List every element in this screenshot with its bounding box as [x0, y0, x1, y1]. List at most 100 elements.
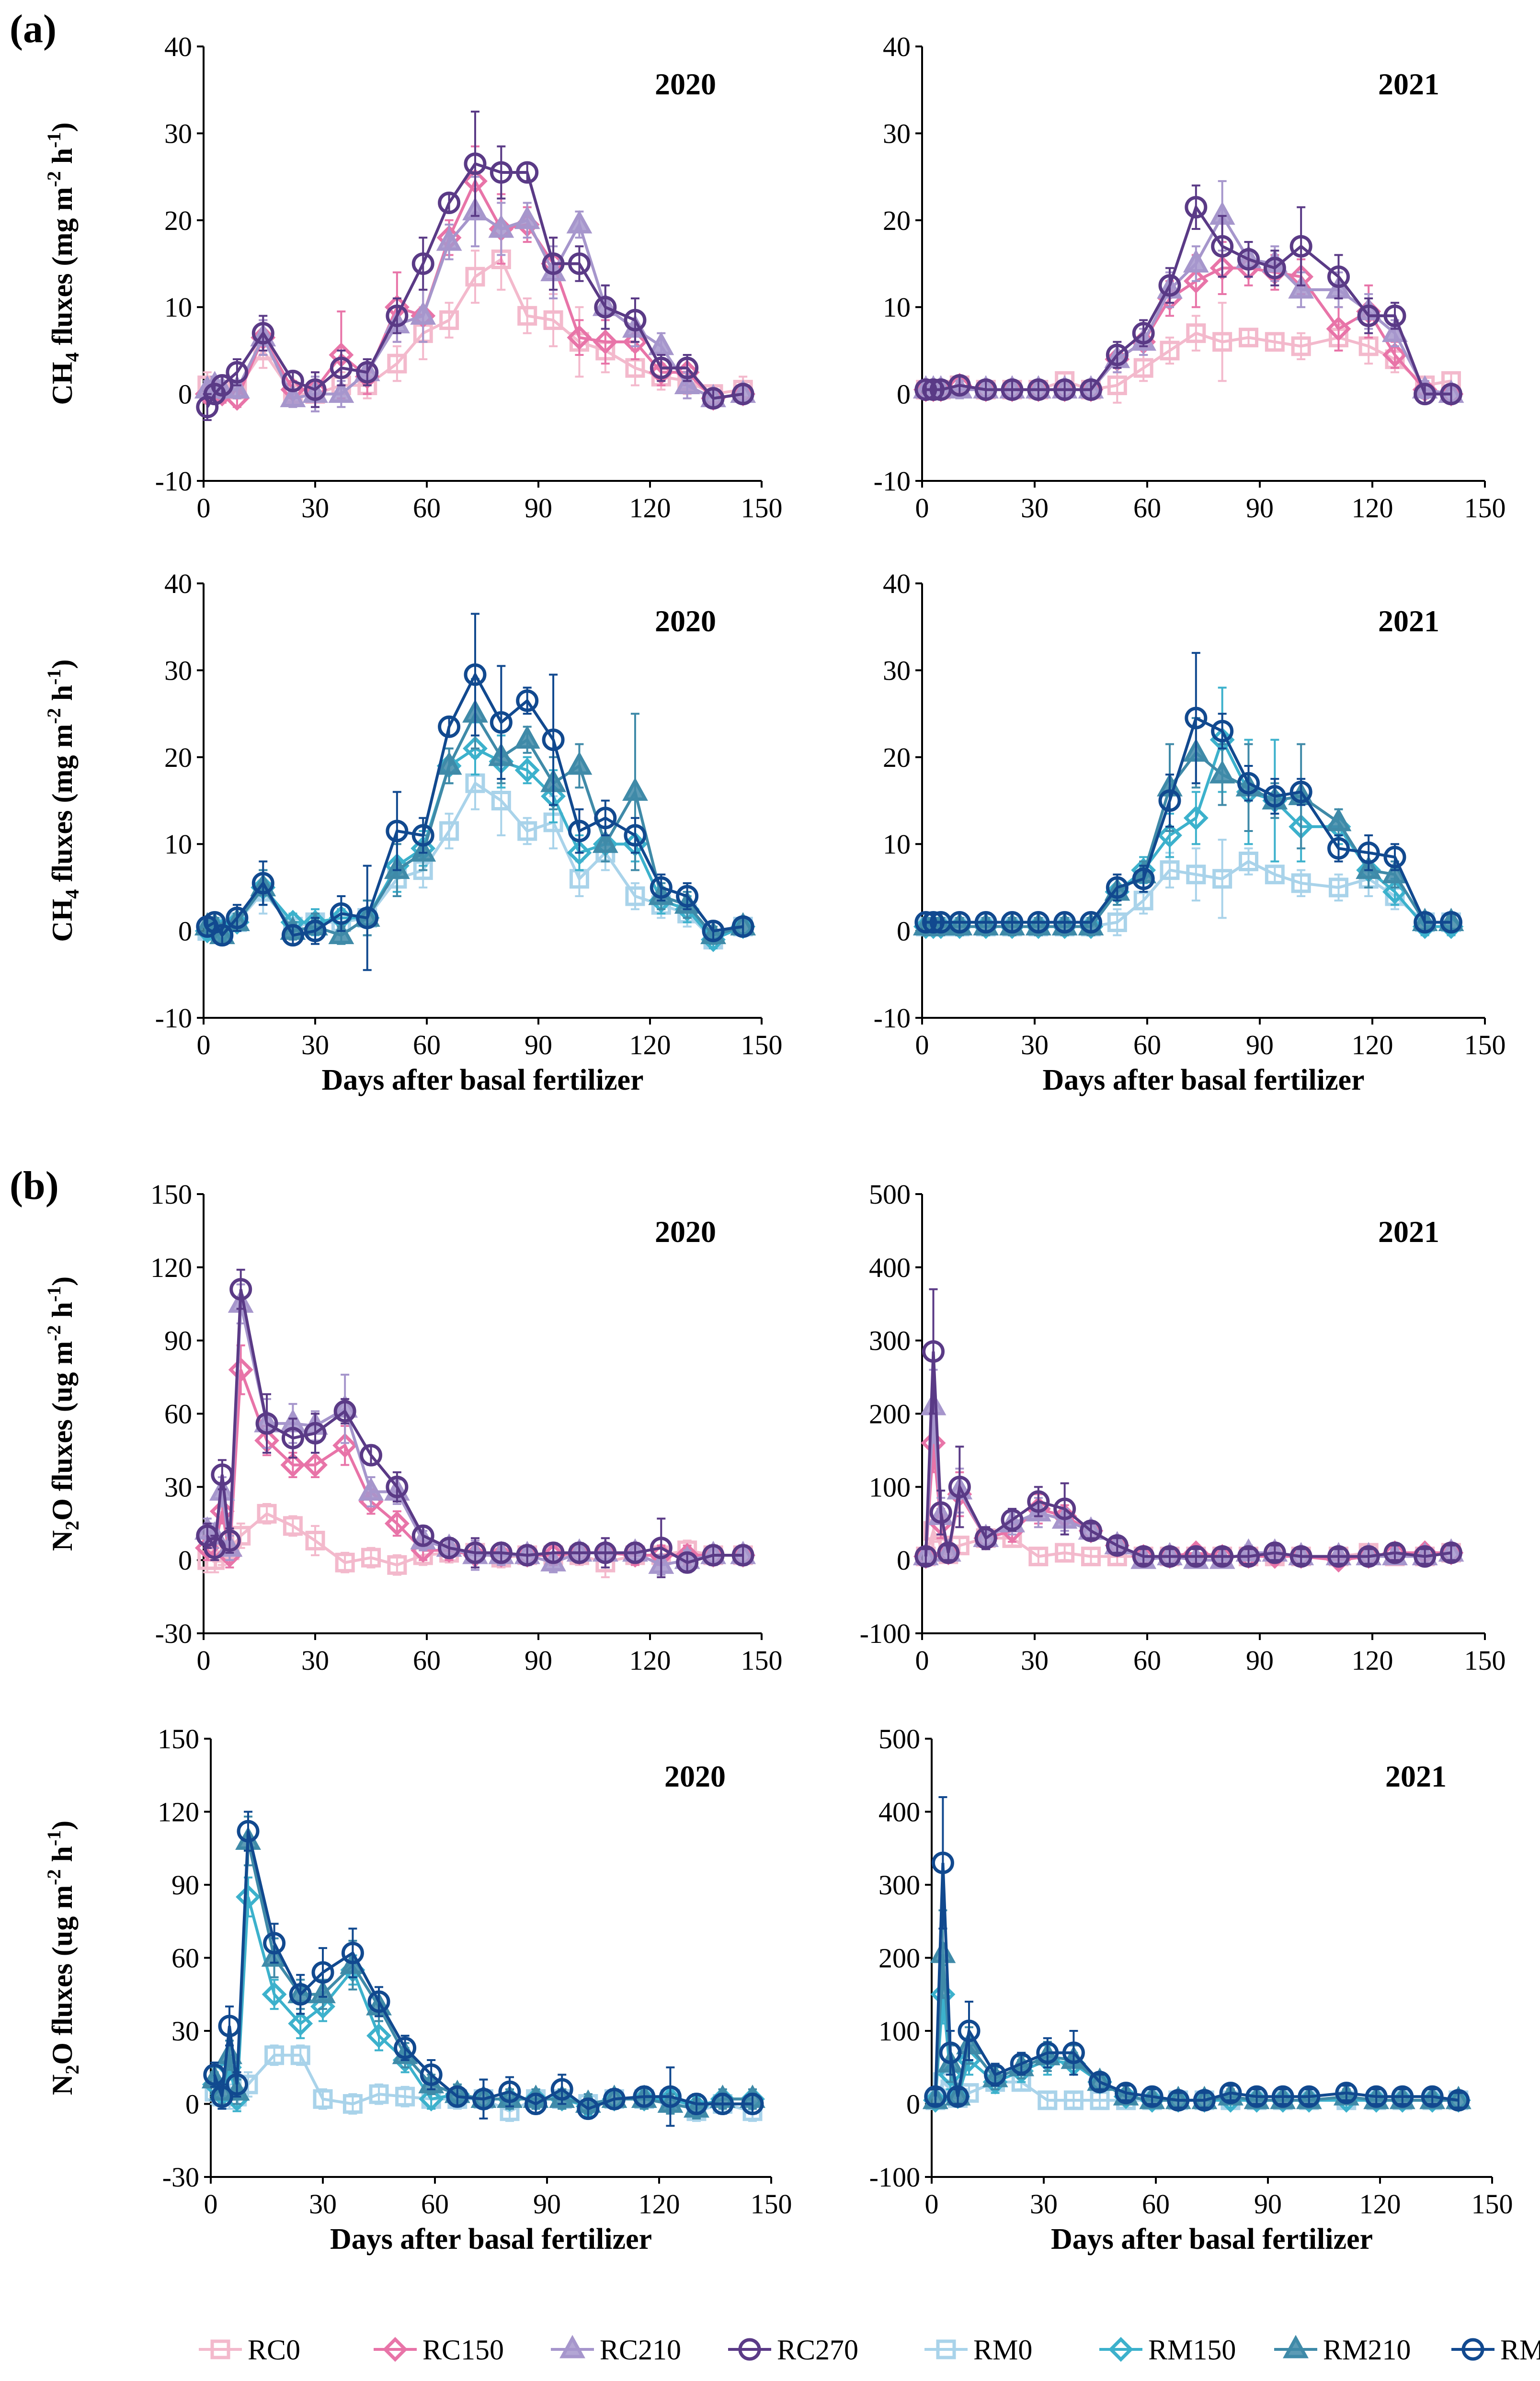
data-point: [1185, 196, 1208, 219]
data-point: [1001, 378, 1024, 401]
series-RM270: [203, 1811, 764, 2127]
data-point: [731, 383, 754, 406]
data-point: [1327, 1545, 1350, 1568]
x-tick-label: 150: [741, 1029, 783, 1060]
data-point: [948, 911, 971, 934]
x-tick-label: 0: [197, 1645, 211, 1676]
data-point: [974, 1527, 997, 1549]
y-tick-label: 400: [869, 1252, 911, 1283]
data-point: [1245, 2085, 1268, 2108]
y-axis-title-part: 4: [61, 889, 83, 899]
data-point: [1001, 911, 1024, 934]
data-point: [1325, 808, 1352, 832]
data-point: [1183, 268, 1209, 294]
data-point: [625, 886, 645, 906]
data-point: [1440, 1541, 1462, 1564]
y-tick-label: -10: [874, 466, 911, 497]
data-point: [1141, 2085, 1164, 2108]
data-point: [1027, 1490, 1050, 1513]
data-point: [218, 1529, 241, 1552]
data-point: [1158, 789, 1181, 812]
series-RC270: [196, 1268, 754, 1578]
data-point: [1053, 378, 1076, 401]
legend-item-RM210: RM210: [1274, 2334, 1411, 2366]
data-point: [464, 152, 487, 175]
data-point: [648, 331, 674, 355]
data-point: [568, 820, 591, 843]
y-tick-label: -10: [874, 1003, 911, 1034]
legend-label: RC0: [248, 2334, 300, 2366]
x-tick-label: 60: [1142, 2188, 1170, 2220]
data-point: [1027, 911, 1050, 934]
data-point: [1383, 1541, 1406, 1564]
y-axis-title-part: -1: [43, 1286, 65, 1302]
data-point: [1167, 2089, 1190, 2112]
data-point: [685, 2093, 708, 2115]
y-tick-label: 500: [878, 1723, 920, 1754]
data-point: [1186, 865, 1206, 885]
data-point: [514, 758, 540, 783]
data-point: [464, 1541, 487, 1564]
data-point: [226, 906, 249, 929]
data-point: [1157, 823, 1182, 848]
x-tick-label: 120: [1359, 2188, 1401, 2220]
y-axis-title-part: -2: [43, 1325, 65, 1341]
data-point: [676, 356, 699, 379]
data-point: [387, 1555, 407, 1575]
data-point: [1132, 1545, 1155, 1568]
legend-item-RC210: RC210: [551, 2334, 681, 2366]
y-tick-label: 100: [878, 2016, 920, 2047]
y-tick-label: 500: [869, 1179, 911, 1210]
legend-marker: [738, 2338, 761, 2361]
x-tick-label: 90: [525, 1645, 552, 1676]
data-point: [594, 296, 617, 319]
y-tick-label: 90: [164, 1325, 192, 1356]
data-point: [394, 2037, 417, 2060]
data-point: [514, 725, 540, 749]
data-point: [939, 2041, 962, 2064]
legend-label: RM150: [1148, 2334, 1236, 2366]
data-point: [210, 2085, 233, 2108]
y-axis-title: CH4 fluxes (mg m-2 h-1): [43, 660, 83, 942]
y-axis-title-part: O fluxes (ug m: [46, 1341, 78, 1521]
chart-year-label: 2021: [1378, 67, 1439, 101]
data-point: [304, 1422, 327, 1445]
data-point: [491, 791, 511, 810]
data-point: [369, 2084, 389, 2104]
x-tick-label: 0: [915, 492, 929, 524]
y-axis-title-part: 2: [61, 2065, 83, 2074]
x-tick-label: 150: [1464, 1645, 1506, 1676]
data-point: [1053, 1497, 1076, 1520]
x-tick-label: 0: [925, 2188, 939, 2220]
y-tick-label: 30: [883, 655, 911, 686]
data-point: [1265, 332, 1285, 352]
x-tick-label: 60: [1133, 492, 1161, 524]
legend-marker: [383, 2337, 408, 2362]
y-axis-title-part: ): [46, 1821, 78, 1830]
y-tick-label: 0: [178, 379, 192, 410]
x-tick-label: 30: [301, 492, 329, 524]
x-tick-label: 60: [413, 1645, 441, 1676]
data-point: [702, 387, 725, 410]
data-point: [1263, 257, 1286, 280]
data-point: [1088, 2071, 1111, 2094]
y-tick-label: 10: [164, 292, 192, 323]
data-point: [226, 361, 249, 384]
chart-year-label: 2020: [655, 604, 716, 638]
data-point: [914, 378, 937, 401]
data-point: [711, 2093, 734, 2115]
data-point: [1263, 1541, 1286, 1564]
series-line: [213, 1831, 753, 2111]
data-point: [1080, 378, 1102, 401]
data-point: [930, 1982, 956, 2007]
data-point: [1185, 706, 1208, 729]
legend-item-RC0: RC0: [199, 2334, 300, 2366]
data-point: [514, 205, 540, 229]
data-point: [1237, 772, 1260, 795]
data-point: [1133, 358, 1153, 378]
x-tick-label: 120: [629, 492, 671, 524]
x-tick-label: 60: [421, 2188, 449, 2220]
data-point: [516, 1544, 539, 1567]
y-tick-label: -100: [860, 1618, 911, 1649]
